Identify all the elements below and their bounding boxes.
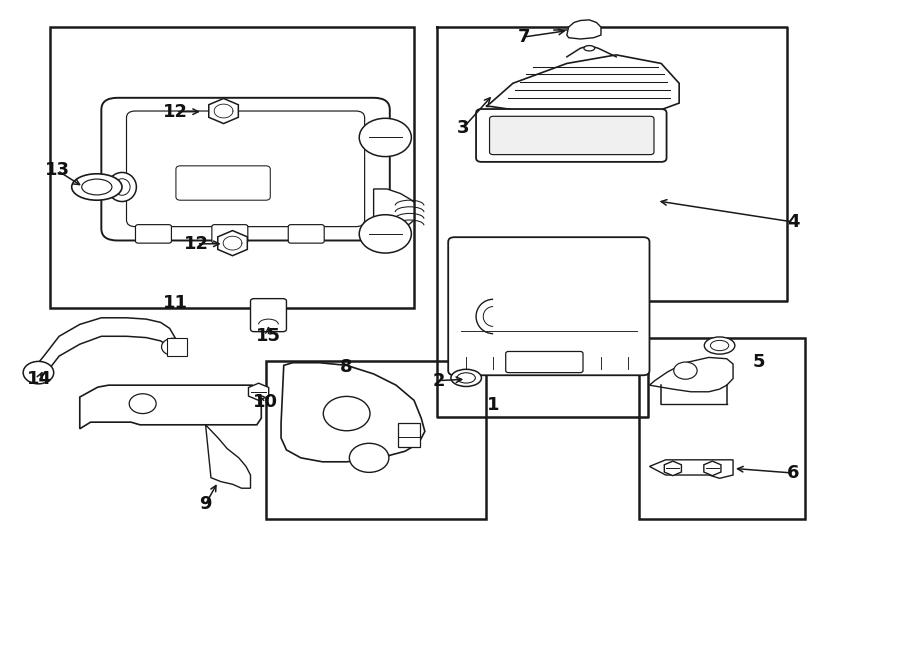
- Text: 12: 12: [184, 235, 209, 253]
- Ellipse shape: [114, 179, 130, 195]
- Ellipse shape: [705, 337, 735, 354]
- Ellipse shape: [710, 340, 729, 351]
- Polygon shape: [650, 357, 733, 392]
- Circle shape: [23, 361, 54, 384]
- Polygon shape: [209, 99, 238, 124]
- Text: 3: 3: [457, 118, 470, 136]
- Ellipse shape: [82, 179, 112, 195]
- Text: 8: 8: [340, 358, 353, 376]
- Bar: [166, 338, 186, 356]
- Text: 1: 1: [487, 396, 500, 414]
- Text: 12: 12: [164, 103, 188, 120]
- Polygon shape: [281, 363, 425, 462]
- Ellipse shape: [457, 373, 475, 383]
- Circle shape: [161, 338, 184, 355]
- FancyBboxPatch shape: [250, 299, 286, 332]
- FancyBboxPatch shape: [127, 111, 364, 226]
- Text: 2: 2: [433, 371, 446, 389]
- FancyBboxPatch shape: [506, 352, 583, 373]
- Polygon shape: [704, 461, 721, 476]
- Circle shape: [359, 214, 411, 253]
- Polygon shape: [664, 461, 681, 476]
- Ellipse shape: [72, 173, 122, 200]
- Text: 5: 5: [753, 353, 765, 371]
- FancyBboxPatch shape: [212, 224, 248, 243]
- Bar: [50, 27, 414, 308]
- Text: 10: 10: [253, 393, 278, 411]
- FancyBboxPatch shape: [288, 224, 324, 243]
- Ellipse shape: [108, 173, 137, 201]
- Ellipse shape: [584, 46, 595, 51]
- Circle shape: [349, 444, 389, 473]
- Bar: [398, 424, 420, 447]
- FancyBboxPatch shape: [176, 166, 270, 200]
- Text: 4: 4: [787, 213, 799, 231]
- FancyBboxPatch shape: [102, 98, 390, 240]
- FancyBboxPatch shape: [136, 224, 171, 243]
- Circle shape: [323, 397, 370, 431]
- Text: 9: 9: [199, 495, 212, 513]
- Polygon shape: [374, 189, 414, 228]
- Text: 11: 11: [164, 294, 188, 312]
- Circle shape: [359, 118, 411, 157]
- Text: 7: 7: [518, 28, 530, 46]
- Polygon shape: [567, 20, 601, 39]
- Text: 15: 15: [256, 327, 281, 346]
- Polygon shape: [80, 385, 261, 429]
- Polygon shape: [205, 425, 250, 489]
- Polygon shape: [486, 55, 680, 110]
- Polygon shape: [39, 318, 175, 383]
- Polygon shape: [218, 230, 248, 256]
- Ellipse shape: [451, 369, 482, 387]
- Text: 13: 13: [45, 162, 70, 179]
- Polygon shape: [248, 383, 269, 401]
- Bar: [266, 361, 486, 519]
- FancyBboxPatch shape: [448, 237, 650, 375]
- FancyBboxPatch shape: [490, 117, 654, 155]
- Bar: [639, 338, 805, 519]
- Text: 14: 14: [27, 369, 52, 387]
- FancyBboxPatch shape: [476, 109, 667, 162]
- Circle shape: [674, 362, 698, 379]
- Polygon shape: [650, 460, 733, 479]
- Text: 6: 6: [787, 464, 799, 482]
- Circle shape: [130, 394, 157, 414]
